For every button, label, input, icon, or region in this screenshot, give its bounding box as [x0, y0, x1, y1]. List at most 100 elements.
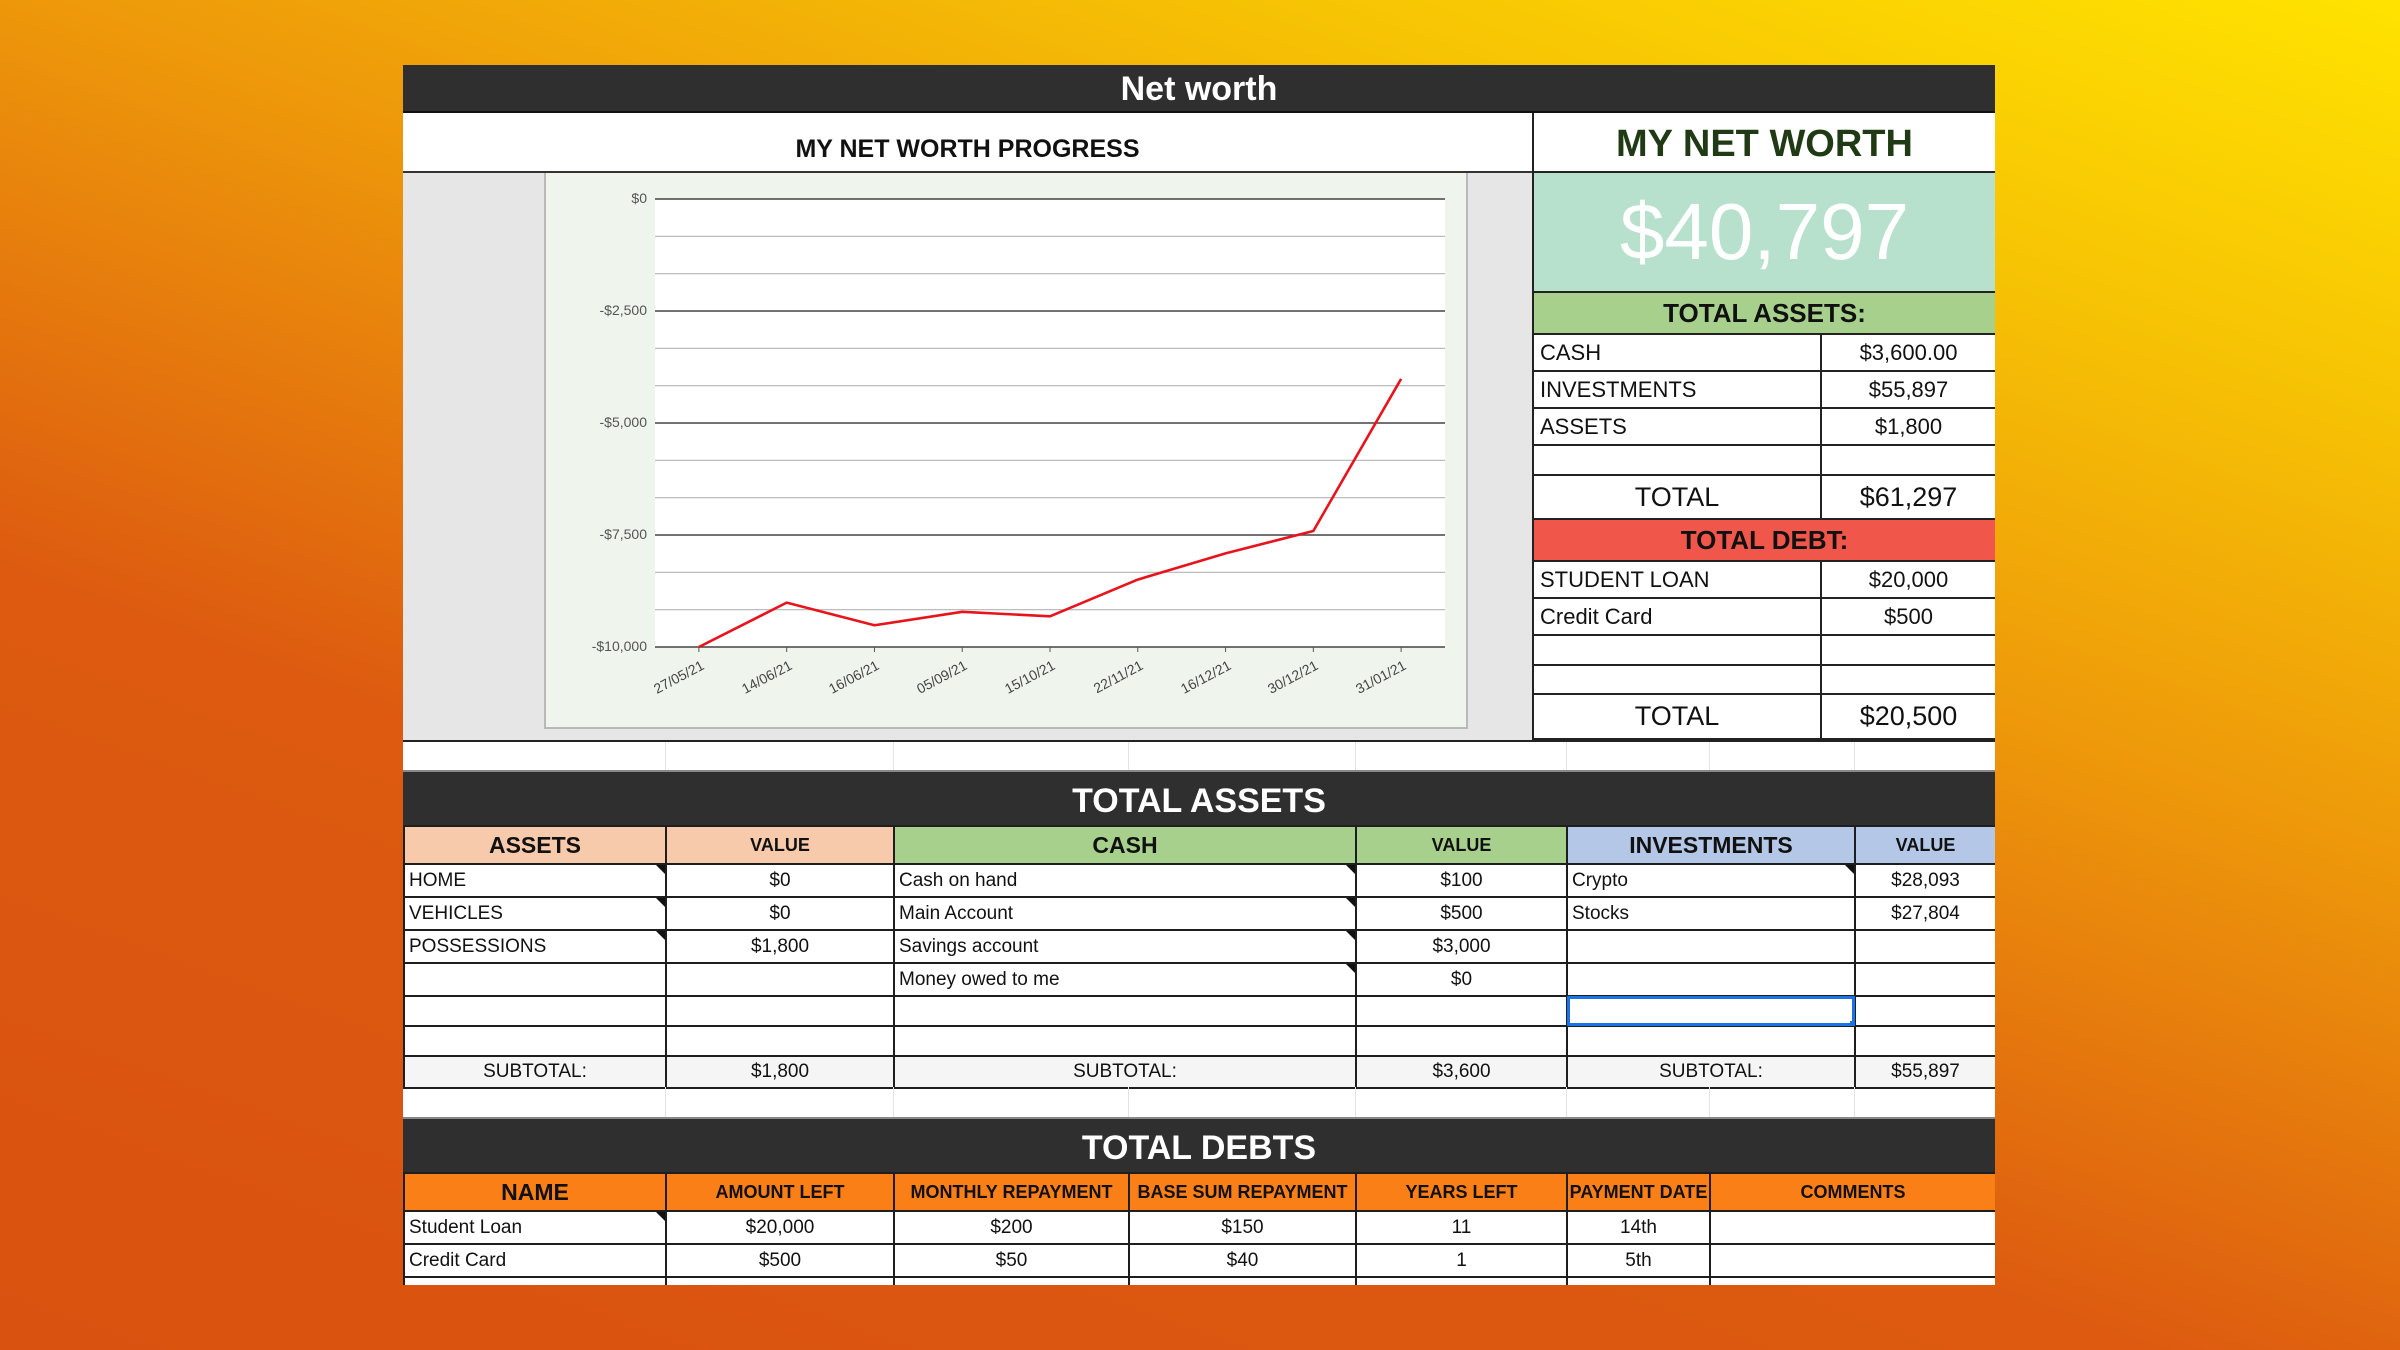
debt-comments-cell[interactable] — [1709, 1210, 1995, 1245]
investment-name-cell[interactable]: Stocks — [1566, 896, 1856, 931]
debt-name-cell[interactable] — [403, 1276, 667, 1285]
asset-name-cell[interactable]: HOME — [403, 863, 667, 898]
investments-subtotal-value[interactable]: $55,897 — [1854, 1055, 1995, 1089]
cash-column-header[interactable]: CASH — [893, 825, 1357, 865]
debt-amount-cell[interactable]: $500 — [665, 1243, 895, 1278]
summary-row-investments[interactable]: INVESTMENTS $55,897 — [1534, 372, 1995, 409]
asset-value-cell[interactable]: $1,800 — [665, 929, 895, 964]
cash-subtotal-value[interactable]: $3,600 — [1355, 1055, 1568, 1089]
summary-row-student-loan[interactable]: STUDENT LOAN $20,000 — [1534, 562, 1995, 599]
debt-column-header-amount-left[interactable]: AMOUNT LEFT — [665, 1172, 895, 1212]
debt-date-cell[interactable]: 5th — [1566, 1243, 1711, 1278]
summary-label: STUDENT LOAN — [1534, 562, 1822, 597]
debt-years-cell[interactable]: 11 — [1355, 1210, 1568, 1245]
summary-row-cash[interactable]: CASH $3,600.00 — [1534, 335, 1995, 372]
debt-monthly-cell[interactable]: $50 — [893, 1243, 1130, 1278]
cash-name-cell[interactable]: Main Account — [893, 896, 1357, 931]
assets-subtotal-value[interactable]: $1,800 — [665, 1055, 895, 1089]
debt-comments-cell[interactable] — [1709, 1276, 1995, 1285]
asset-name-cell[interactable] — [403, 995, 667, 1027]
investments-column-header[interactable]: INVESTMENTS — [1566, 825, 1856, 865]
asset-value-cell[interactable] — [665, 995, 895, 1027]
assets-value-header[interactable]: VALUE — [665, 825, 895, 865]
cash-name-cell[interactable]: Money owed to me — [893, 962, 1357, 997]
subtotal-row: SUBTOTAL: $1,800 SUBTOTAL: $3,600 SUBTOT… — [403, 1055, 1995, 1089]
debt-base-sum-cell[interactable] — [1128, 1276, 1357, 1285]
asset-value-cell[interactable]: $0 — [665, 863, 895, 898]
asset-value-cell[interactable] — [665, 1025, 895, 1057]
cash-value-cell[interactable] — [1355, 1025, 1568, 1057]
total-label: TOTAL — [1534, 695, 1822, 738]
cash-name-cell[interactable] — [893, 1025, 1357, 1057]
debt-date-cell[interactable] — [1566, 1276, 1711, 1285]
debt-name-cell[interactable]: Student Loan — [403, 1210, 667, 1245]
investment-value-cell[interactable] — [1854, 929, 1995, 964]
debt-date-cell[interactable]: 14th — [1566, 1210, 1711, 1245]
debt-years-cell[interactable]: 1 — [1355, 1243, 1568, 1278]
debt-column-header-base-sum[interactable]: BASE SUM REPAYMENT — [1128, 1172, 1357, 1212]
investment-value-cell[interactable]: $27,804 — [1854, 896, 1995, 931]
debt-comments-cell[interactable] — [1709, 1243, 1995, 1278]
debt-amount-cell[interactable]: $20,000 — [665, 1210, 895, 1245]
cash-value-header[interactable]: VALUE — [1355, 825, 1568, 865]
investment-name-cell[interactable] — [1566, 929, 1856, 964]
investment-value-cell[interactable] — [1854, 962, 1995, 997]
cash-value-cell[interactable]: $0 — [1355, 962, 1568, 997]
asset-name-cell[interactable]: POSSESSIONS — [403, 929, 667, 964]
debt-years-cell[interactable] — [1355, 1276, 1568, 1285]
net-worth-line — [698, 378, 1403, 649]
asset-name-cell[interactable] — [403, 1025, 667, 1057]
summary-assets-total-row[interactable]: TOTAL $61,297 — [1534, 476, 1995, 520]
summary-row-credit-card[interactable]: Credit Card $500 — [1534, 599, 1995, 636]
summary-debt-total-row[interactable]: TOTAL $20,500 — [1534, 695, 1995, 740]
table-row — [403, 1276, 1995, 1285]
debt-base-sum-cell[interactable]: $150 — [1128, 1210, 1357, 1245]
cash-value-cell[interactable]: $3,000 — [1355, 929, 1568, 964]
summary-row-empty[interactable] — [1534, 666, 1995, 695]
investment-name-cell[interactable] — [1566, 1025, 1856, 1057]
investments-value-header[interactable]: VALUE — [1854, 825, 1995, 865]
summary-label: ASSETS — [1534, 409, 1822, 444]
cash-value-cell[interactable]: $500 — [1355, 896, 1568, 931]
debt-monthly-cell[interactable] — [893, 1276, 1130, 1285]
cash-name-cell[interactable]: Cash on hand — [893, 863, 1357, 898]
cash-name-cell[interactable]: Savings account — [893, 929, 1357, 964]
investment-value-cell[interactable] — [1854, 1025, 1995, 1057]
cash-name-cell[interactable] — [893, 995, 1357, 1027]
summary-row-empty[interactable] — [1534, 446, 1995, 476]
table-row: VEHICLES $0 Main Account $500 Stocks $27… — [403, 896, 1995, 931]
table-row: POSSESSIONS $1,800 Savings account $3,00… — [403, 929, 1995, 964]
summary-row-assets[interactable]: ASSETS $1,800 — [1534, 409, 1995, 446]
table-row — [403, 995, 1995, 1027]
debt-column-header-monthly-repayment[interactable]: MONTHLY REPAYMENT — [893, 1172, 1130, 1212]
debt-column-header-name[interactable]: NAME — [403, 1172, 667, 1212]
summary-value — [1822, 636, 1995, 664]
asset-name-cell[interactable]: VEHICLES — [403, 896, 667, 931]
selected-cell[interactable] — [1566, 995, 1856, 1027]
net-worth-value[interactable]: $40,797 — [1534, 173, 1995, 291]
assets-column-header[interactable]: ASSETS — [403, 825, 667, 865]
debt-name-cell[interactable]: Credit Card — [403, 1243, 667, 1278]
debt-column-header-years-left[interactable]: YEARS LEFT — [1355, 1172, 1568, 1212]
investment-name-cell[interactable] — [1566, 962, 1856, 997]
asset-name-cell[interactable] — [403, 962, 667, 997]
investment-value-cell[interactable]: $28,093 — [1854, 863, 1995, 898]
y-axis-tick-label: -$2,500 — [599, 302, 647, 318]
debt-column-header-comments[interactable]: COMMENTS — [1709, 1172, 1995, 1212]
cash-value-cell[interactable]: $100 — [1355, 863, 1568, 898]
investment-name-cell[interactable]: Crypto — [1566, 863, 1856, 898]
net-worth-chart[interactable]: $0 -$2,500 -$5,000 -$7,500 -$10,000 27/05/21 1… — [544, 173, 1468, 729]
investment-value-cell[interactable] — [1854, 995, 1995, 1027]
cash-value-cell[interactable] — [1355, 995, 1568, 1027]
total-debt-header: TOTAL DEBT: — [1534, 518, 1995, 562]
y-axis-tick-label: -$5,000 — [599, 414, 647, 430]
debt-column-header-payment-date[interactable]: PAYMENT DATE — [1566, 1172, 1711, 1212]
summary-panel: MY NET WORTH $40,797 TOTAL ASSETS: CASH … — [1532, 113, 1995, 740]
spacer-row — [403, 740, 1995, 770]
debt-base-sum-cell[interactable]: $40 — [1128, 1243, 1357, 1278]
asset-value-cell[interactable]: $0 — [665, 896, 895, 931]
asset-value-cell[interactable] — [665, 962, 895, 997]
summary-row-empty[interactable] — [1534, 636, 1995, 666]
debt-monthly-cell[interactable]: $200 — [893, 1210, 1130, 1245]
debt-amount-cell[interactable] — [665, 1276, 895, 1285]
